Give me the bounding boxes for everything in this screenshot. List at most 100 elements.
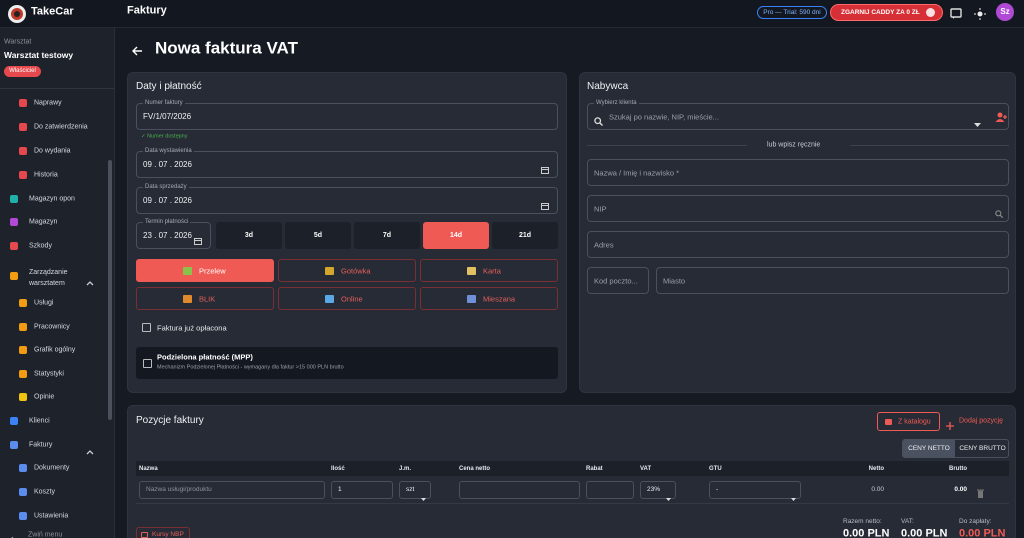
payment-button[interactable]: Mieszana: [420, 287, 558, 310]
field-value: FV/1/07/2026: [143, 111, 192, 121]
nav-item[interactable]: Koszty: [34, 488, 56, 496]
total-label: VAT:: [901, 517, 914, 525]
payment-icon: [183, 295, 192, 303]
checkbox[interactable]: [143, 359, 152, 368]
payment-button[interactable]: Karta: [420, 259, 558, 282]
nav-item[interactable]: Ustawienia: [34, 512, 69, 520]
card-title: Pozycje faktury: [136, 415, 204, 426]
catalog-label: Z katalogu: [898, 418, 931, 426]
nav-item[interactable]: Do zatwierdzenia: [34, 123, 88, 131]
field-value: 09 . 07 . 2026: [143, 159, 192, 169]
collapse-menu[interactable]: Zwiń menu: [28, 531, 63, 538]
toggle-option[interactable]: CENY BRUTTO: [959, 445, 1006, 452]
theme-icon-svg: [974, 8, 986, 20]
payment-icon: [183, 267, 192, 275]
dropdown-arrow: [666, 489, 671, 501]
page-name: Faktury: [127, 4, 167, 17]
table-input[interactable]: Nazwa usługi/produktu: [139, 481, 325, 499]
input-field[interactable]: Nazwa / Imię i nazwisko *: [587, 159, 1009, 186]
calendar-icon: [541, 197, 549, 210]
nav-item[interactable]: Faktury: [29, 441, 53, 449]
input-field[interactable]: Adres: [587, 231, 1009, 258]
sidebar-scrollbar: [108, 160, 112, 420]
input-field[interactable]: Termin płatności 23 . 07 . 2026: [136, 219, 211, 249]
nav-item[interactable]: Magazyn: [29, 218, 58, 226]
nav-item[interactable]: Klienci: [29, 417, 50, 425]
nav-item[interactable]: Dokumenty: [34, 464, 70, 472]
payment-button[interactable]: Przelew: [136, 259, 274, 282]
table-input[interactable]: 1: [331, 481, 393, 499]
calendar-icon-svg: [194, 238, 202, 245]
card-title: Daty i płatność: [136, 81, 202, 92]
workshop-name: Warsztat testowy: [4, 49, 74, 60]
nav-icon: [19, 171, 27, 179]
dropdown-arrow: [791, 489, 796, 501]
payment-icon: [467, 267, 476, 275]
input-value: 23%: [647, 485, 661, 493]
nav-item[interactable]: Zarządzanie warsztatem: [29, 269, 68, 287]
total-label: Razem netto:: [843, 517, 882, 525]
avatar[interactable]: Sz: [996, 3, 1014, 21]
promo-button[interactable]: ZGARNIJ CADDY ZA 0 ZŁ: [830, 4, 943, 21]
toggle-option[interactable]: CENY NETTO: [903, 440, 955, 457]
period-button[interactable]: 5d: [285, 222, 351, 249]
payment-button[interactable]: BLIK: [136, 287, 274, 310]
payment-button[interactable]: Online: [278, 287, 416, 310]
checkbox[interactable]: [142, 323, 151, 332]
nav-icon: [19, 323, 27, 331]
table-input[interactable]: szt: [399, 481, 431, 501]
catalog-button[interactable]: Z katalogu: [877, 412, 940, 431]
payment-label: Online: [341, 294, 363, 304]
table-input[interactable]: [459, 481, 580, 499]
input-field[interactable]: Wybierz klienta Szukaj po nazwie, NIP, mi…: [587, 100, 1009, 130]
sidebar: [0, 28, 115, 538]
dropdown-arrow-svg: [666, 498, 671, 501]
nav-icon: [19, 370, 27, 378]
payment-button[interactable]: Gotówka: [278, 259, 416, 282]
input-field[interactable]: Data sprzedaży 09 . 07 . 2026: [136, 184, 558, 214]
search-icon: [594, 113, 603, 126]
input-field[interactable]: NIP: [587, 195, 1009, 222]
payment-label: Karta: [483, 266, 501, 276]
input-placeholder: Nazwa usługi/produktu: [146, 485, 212, 493]
nav-icon: [19, 464, 27, 472]
nbp-button[interactable]: Kursy NBP: [136, 527, 190, 538]
table-input[interactable]: 23%: [640, 481, 676, 501]
theme-icon: [974, 7, 986, 20]
table-input[interactable]: -: [709, 481, 801, 501]
period-button[interactable]: 14d: [423, 222, 489, 249]
total-label: Do zapłaty:: [959, 517, 992, 525]
nav-item[interactable]: Do wydania: [34, 147, 71, 155]
nav-icon: [10, 417, 18, 425]
period-button[interactable]: 7d: [354, 222, 420, 249]
field-placeholder: Szukaj po nazwie, NIP, mieście...: [609, 112, 719, 122]
sidebar-divider: [0, 88, 115, 89]
nav-item[interactable]: Szkody: [29, 242, 52, 250]
price-toggle: CENY NETTO CENY BRUTTO: [902, 439, 1009, 458]
nav-chevron: [86, 273, 94, 286]
delete-icon-svg: [977, 489, 984, 498]
column-header: Rabat: [586, 466, 603, 472]
nav-icon: [10, 272, 18, 280]
trial-badge: Pro — Trial: 590 dni: [757, 6, 827, 19]
table-input[interactable]: [586, 481, 634, 499]
nav-item[interactable]: Pracownicy: [34, 323, 70, 331]
nav-item[interactable]: Naprawy: [34, 99, 62, 107]
dropdown-arrow: [974, 115, 981, 127]
nav-item[interactable]: Grafik ogólny: [34, 346, 76, 354]
nav-item[interactable]: Opinie: [34, 393, 55, 401]
add-item[interactable]: Dodaj pozycję: [959, 417, 1003, 425]
input-field[interactable]: Miasto: [656, 267, 1009, 294]
period-button[interactable]: 21d: [492, 222, 558, 249]
divider-line: [850, 145, 1009, 146]
nav-item[interactable]: Historia: [34, 171, 58, 179]
nav-item[interactable]: Statystyki: [34, 370, 64, 378]
period-button[interactable]: 3d: [216, 222, 282, 249]
input-value: 1: [338, 485, 342, 493]
net-value: 0.00: [871, 485, 884, 493]
nav-item[interactable]: Magazyn opon: [29, 195, 75, 203]
input-field[interactable]: Data wystawienia 09 . 07 . 2026: [136, 148, 558, 178]
nav-item[interactable]: Usługi: [34, 299, 54, 307]
input-field[interactable]: Numer faktury FV/1/07/2026: [136, 100, 558, 130]
input-field[interactable]: Kod poczto...: [587, 267, 649, 294]
